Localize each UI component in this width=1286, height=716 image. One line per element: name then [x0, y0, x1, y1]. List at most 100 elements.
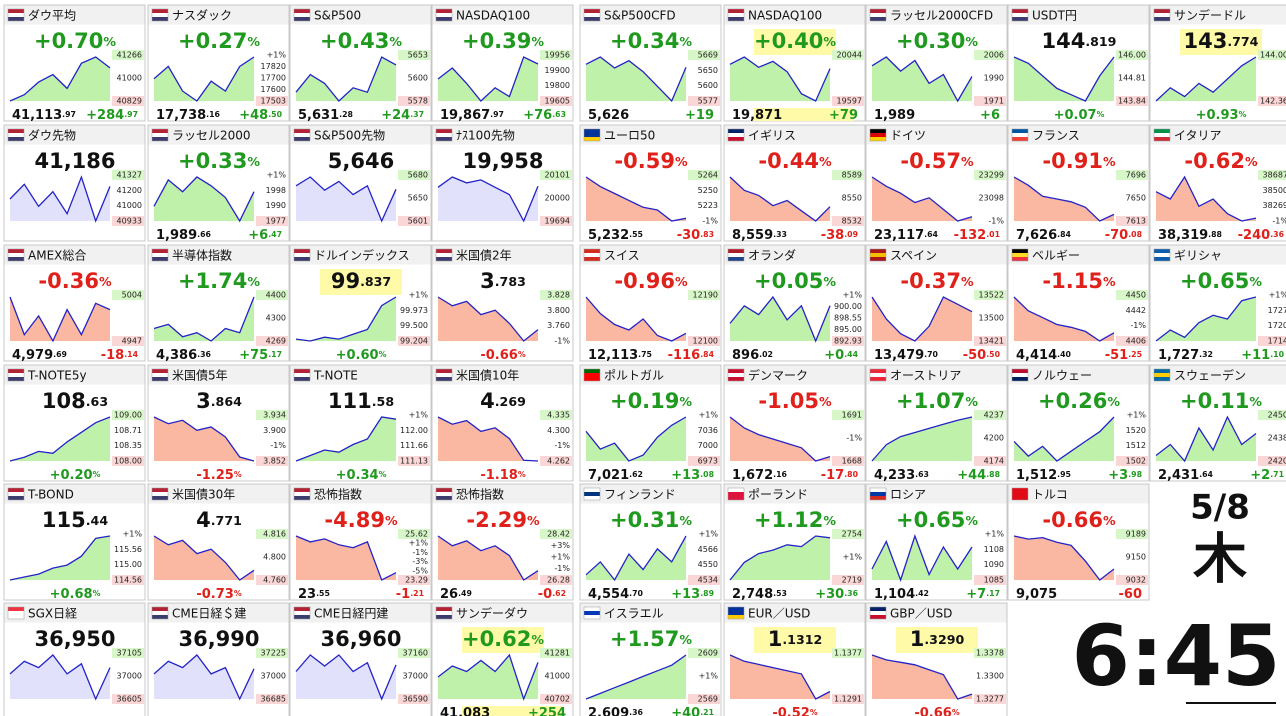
text-main: +2 — [1250, 468, 1270, 483]
flag-stripe — [584, 257, 600, 261]
tile-name: 恐怖指数 — [456, 487, 504, 502]
flag-border — [7, 248, 25, 262]
text-main: +1.12 — [754, 508, 823, 532]
highlight — [754, 627, 836, 653]
change-pct: +0.19% — [610, 389, 692, 413]
text-small: % — [952, 708, 960, 716]
axis-label: 17600 — [261, 85, 286, 94]
spark-area — [872, 417, 972, 461]
text-main: +76 — [523, 108, 552, 123]
label-bg-low — [256, 336, 288, 346]
spark-line — [437, 653, 539, 701]
label-bg-low — [688, 336, 720, 346]
text-small: .55 — [629, 230, 643, 239]
flag-stripe — [584, 377, 600, 381]
axis-label: 41000 — [545, 672, 570, 681]
tile: S&P500先物 5,646 5680 5650 5601 — [289, 124, 432, 242]
tile-name: ユーロ50 — [604, 129, 655, 143]
flag-stripe — [584, 129, 600, 133]
text-small: % — [679, 34, 692, 49]
spark-line — [437, 535, 539, 581]
highlight-bottom — [754, 108, 854, 121]
change-pct: -0.73% — [196, 587, 241, 602]
flag-border — [869, 128, 887, 142]
flag-stripe — [1154, 249, 1170, 253]
text-main: +0.34 — [336, 468, 379, 483]
flag-border — [1153, 128, 1171, 142]
text-small: .98 — [1128, 470, 1142, 479]
label-bg-low — [974, 694, 1006, 704]
axis-label: 2609 — [698, 649, 718, 658]
axis-label: 1108 — [984, 545, 1004, 554]
flag-stripe — [870, 377, 886, 381]
label-bg-low — [256, 694, 288, 704]
axis-label: 1971 — [984, 97, 1004, 106]
text-small: .16 — [773, 470, 787, 479]
text-main: +6 — [248, 228, 268, 243]
flag-stripe — [294, 492, 310, 496]
text-small: % — [1103, 274, 1116, 289]
axis-label: +1% — [1269, 291, 1286, 300]
flag-stripe — [1154, 9, 1170, 13]
label-bg-high — [688, 170, 720, 180]
flag-stripe — [436, 129, 452, 133]
price: 41,113.97 — [12, 108, 76, 123]
label-bg-high — [540, 648, 572, 658]
label-bg-high — [256, 290, 288, 300]
label-bg-high — [1116, 170, 1148, 180]
tile-header — [148, 603, 289, 623]
text-main: +0.62 — [462, 627, 531, 651]
flag-stripe — [584, 615, 600, 619]
text-main: +44 — [957, 468, 986, 483]
axis-label: 4.760 — [263, 576, 286, 585]
spark-line — [295, 296, 397, 342]
price: 1,512.95 — [1016, 468, 1071, 483]
flag-border — [7, 8, 25, 22]
text-small: % — [810, 708, 818, 716]
change-pct: -4.89% — [324, 508, 398, 532]
spark-area — [154, 177, 254, 221]
change-pct: +1.74% — [178, 269, 260, 293]
label-bg-high — [112, 170, 144, 180]
text-small: .42 — [915, 589, 929, 598]
text-main: +0.30 — [896, 29, 965, 53]
axis-label: 1085 — [984, 576, 1004, 585]
text-main: -1.05 — [758, 389, 819, 413]
axis-label: 4269 — [266, 337, 286, 346]
change: +30.36 — [815, 587, 858, 602]
spark-line — [871, 56, 973, 103]
axis-label: 19605 — [545, 97, 570, 106]
spark-area — [296, 655, 396, 699]
change-pct: -0.44% — [758, 149, 832, 173]
price-big: 4.771 — [196, 508, 242, 532]
label-bg-high — [832, 50, 864, 60]
highlight — [896, 627, 978, 653]
spark-line — [871, 654, 973, 700]
axis-label: 4400 — [266, 291, 286, 300]
flag-border — [1011, 368, 1029, 382]
text-small: % — [679, 394, 692, 409]
axis-label: 1998 — [266, 186, 286, 195]
axis-label: 4200 — [984, 434, 1004, 443]
flag-border — [1011, 128, 1029, 142]
text-main: 1,727 — [1158, 348, 1199, 363]
tile-header — [290, 245, 431, 265]
axis-label: 37160 — [403, 649, 428, 658]
flag-stripe — [436, 249, 452, 253]
spark-line — [9, 175, 111, 223]
axis-label: -5% — [412, 566, 428, 575]
text-small: .783 — [495, 274, 526, 289]
axis-label: +1% — [409, 539, 429, 548]
flag-stripe — [1012, 9, 1028, 13]
axis-label: 1990 — [266, 201, 286, 210]
axis-label: 7613 — [1126, 217, 1146, 226]
tile-header — [866, 603, 1007, 623]
price: 2,748.53 — [732, 587, 787, 602]
text-main: +24 — [381, 108, 410, 123]
spark-line — [1013, 296, 1115, 342]
flag-stripe — [294, 13, 310, 17]
axis-label: 1.1291 — [834, 695, 862, 704]
text-small: .70 — [924, 350, 938, 359]
